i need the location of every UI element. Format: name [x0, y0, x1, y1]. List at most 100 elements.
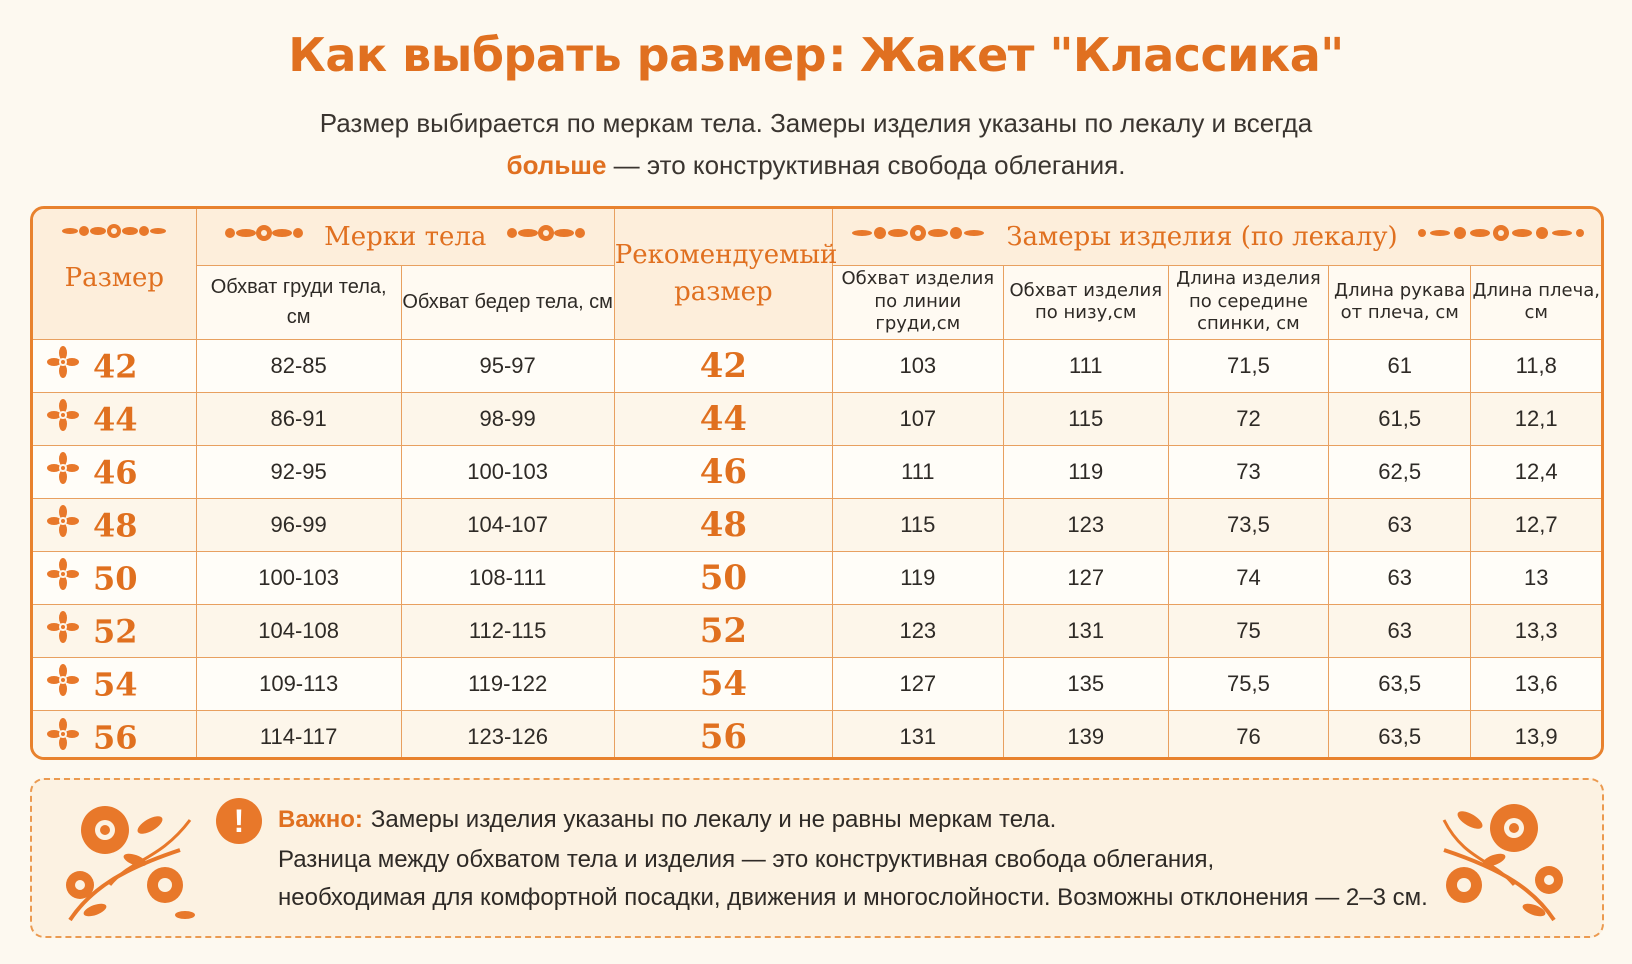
ornament-icon: [504, 219, 588, 254]
header-back-length: Длина изделия по середине спинки, см: [1167, 264, 1330, 340]
cell-hips-body: 119-122: [400, 656, 615, 711]
cell-chest-body: 104-108: [195, 603, 402, 658]
cell-chest-garment: 111: [832, 444, 1004, 499]
note-line-1: Важно: Замеры изделия указаны по лекалу и…: [278, 806, 1056, 834]
size-value: 50: [93, 559, 138, 598]
cell-hips-body: 123-126: [400, 709, 615, 757]
cell-chest-body: 92-95: [195, 444, 402, 499]
cell-chest-body: 100-103: [195, 550, 402, 605]
cell-recommended: 52: [613, 603, 834, 658]
header-garment-group: Замеры изделия (по лекалу): [832, 209, 1601, 266]
cell-shoulder-length: 12,4: [1470, 444, 1601, 499]
cell-sleeve-length: 63: [1327, 550, 1472, 605]
note-line-1-text: Замеры изделия указаны по лекалу и не ра…: [370, 806, 1057, 833]
intro-line-2-rest: — это конструктивная свобода облегания.: [606, 150, 1126, 180]
cell-recommended: 44: [613, 391, 834, 446]
cell-chest-garment: 103: [832, 338, 1004, 393]
table-row: 44 86-91 98-99 44 107 115 72 61,5 12,1: [33, 391, 1601, 446]
cell-recommended: 48: [613, 497, 834, 552]
cell-recommended: 42: [613, 338, 834, 393]
cell-size: 48: [33, 497, 197, 552]
table-row: 48 96-99 104-107 48 115 123 73,5 63 12,7: [33, 497, 1601, 552]
cell-chest-garment: 107: [832, 391, 1004, 446]
ornament-icon: [222, 219, 306, 254]
intro-bold-word: больше: [506, 150, 607, 180]
cell-back-length: 73,5: [1167, 497, 1330, 552]
cell-recommended: 56: [613, 709, 834, 757]
cell-recommended: 50: [613, 550, 834, 605]
flower-icon: [47, 664, 79, 704]
page-title: Как выбрать размер: Жакет "Классика": [0, 28, 1632, 82]
header-garment-group-label: Замеры изделия (по лекалу): [1006, 221, 1398, 252]
cell-sleeve-length: 63,5: [1327, 656, 1472, 711]
cell-chest-body: 96-99: [195, 497, 402, 552]
cell-back-length: 76: [1167, 709, 1330, 757]
cell-sleeve-length: 63: [1327, 497, 1472, 552]
cell-size: 50: [33, 550, 197, 605]
header-body-group: Мерки тела: [195, 209, 615, 266]
header-hem-garment: Обхват изделия по низу,см: [1002, 264, 1169, 340]
cell-chest-body: 109-113: [195, 656, 402, 711]
size-value: 46: [93, 453, 138, 492]
cell-shoulder-length: 13: [1470, 550, 1601, 605]
header-hips-body: Обхват бедер тела, см: [400, 264, 615, 340]
flower-icon: [47, 717, 79, 758]
flower-icon: [47, 452, 79, 492]
cell-sleeve-length: 63,5: [1327, 709, 1472, 757]
flower-icon: [47, 505, 79, 545]
header-shoulder-length: Длина плеча, см: [1470, 264, 1601, 340]
table-row: 50 100-103 108-111 50 119 127 74 63 13: [33, 550, 1601, 605]
cell-hem-garment: 123: [1002, 497, 1169, 552]
note-line-3: необходимая для комфортной посадки, движ…: [278, 884, 1428, 911]
cell-shoulder-length: 13,3: [1470, 603, 1601, 658]
cell-shoulder-length: 12,7: [1470, 497, 1601, 552]
floral-ornament-icon: [50, 790, 200, 931]
title-main: Как выбрать размер: [288, 28, 827, 82]
title-separator: :: [828, 28, 846, 82]
important-note: ! Важно: Замеры изделия указаны по лекалу…: [30, 778, 1604, 938]
cell-chest-body: 114-117: [195, 709, 402, 757]
size-value: 52: [93, 612, 138, 651]
header-chest-garment: Обхват изделия по линии груди,см: [832, 264, 1004, 340]
flower-icon: [47, 346, 79, 386]
cell-chest-garment: 127: [832, 656, 1004, 711]
table-row: 52 104-108 112-115 52 123 131 75 63 13,3: [33, 603, 1601, 658]
cell-hem-garment: 139: [1002, 709, 1169, 757]
cell-hem-garment: 119: [1002, 444, 1169, 499]
header-recommended: Рекомендуемый размер: [613, 209, 837, 340]
table-row: 56 114-117 123-126 56 131 139 76 63,5 13,9: [33, 709, 1601, 758]
cell-sleeve-length: 61,5: [1327, 391, 1472, 446]
cell-hips-body: 108-111: [400, 550, 615, 605]
table-row: 46 92-95 100-103 46 111 119 73 62,5 12,4: [33, 444, 1601, 499]
note-label: Важно:: [278, 806, 363, 833]
ornament-icon: [1416, 219, 1586, 254]
exclamation-icon: !: [216, 798, 262, 844]
cell-size: 42: [33, 338, 197, 393]
cell-sleeve-length: 63: [1327, 603, 1472, 658]
cell-shoulder-length: 11,8: [1470, 338, 1601, 393]
cell-size: 52: [33, 603, 197, 658]
cell-chest-body: 82-85: [195, 338, 402, 393]
header-size-label: Размер: [64, 262, 165, 293]
size-value: 54: [93, 665, 138, 704]
cell-chest-garment: 119: [832, 550, 1004, 605]
cell-back-length: 73: [1167, 444, 1330, 499]
table-row: 42 82-85 95-97 42 103 111 71,5 61 11,8: [33, 338, 1601, 393]
cell-hem-garment: 135: [1002, 656, 1169, 711]
cell-hips-body: 95-97: [400, 338, 615, 393]
cell-chest-garment: 115: [832, 497, 1004, 552]
cell-hem-garment: 115: [1002, 391, 1169, 446]
flower-icon: [47, 399, 79, 439]
intro-line-2: больше — это конструктивная свобода обле…: [0, 150, 1632, 181]
cell-back-length: 71,5: [1167, 338, 1330, 393]
cell-hips-body: 112-115: [400, 603, 615, 658]
cell-hips-body: 100-103: [400, 444, 615, 499]
cell-hem-garment: 127: [1002, 550, 1169, 605]
size-value: 48: [93, 506, 138, 545]
cell-recommended: 46: [613, 444, 834, 499]
flower-icon: [47, 558, 79, 598]
size-table: Размер Мерки тела Рекомендуемый размер З…: [33, 209, 1601, 758]
cell-hem-garment: 131: [1002, 603, 1169, 658]
header-body-group-label: Мерки тела: [324, 221, 487, 252]
size-value: 44: [93, 400, 138, 439]
